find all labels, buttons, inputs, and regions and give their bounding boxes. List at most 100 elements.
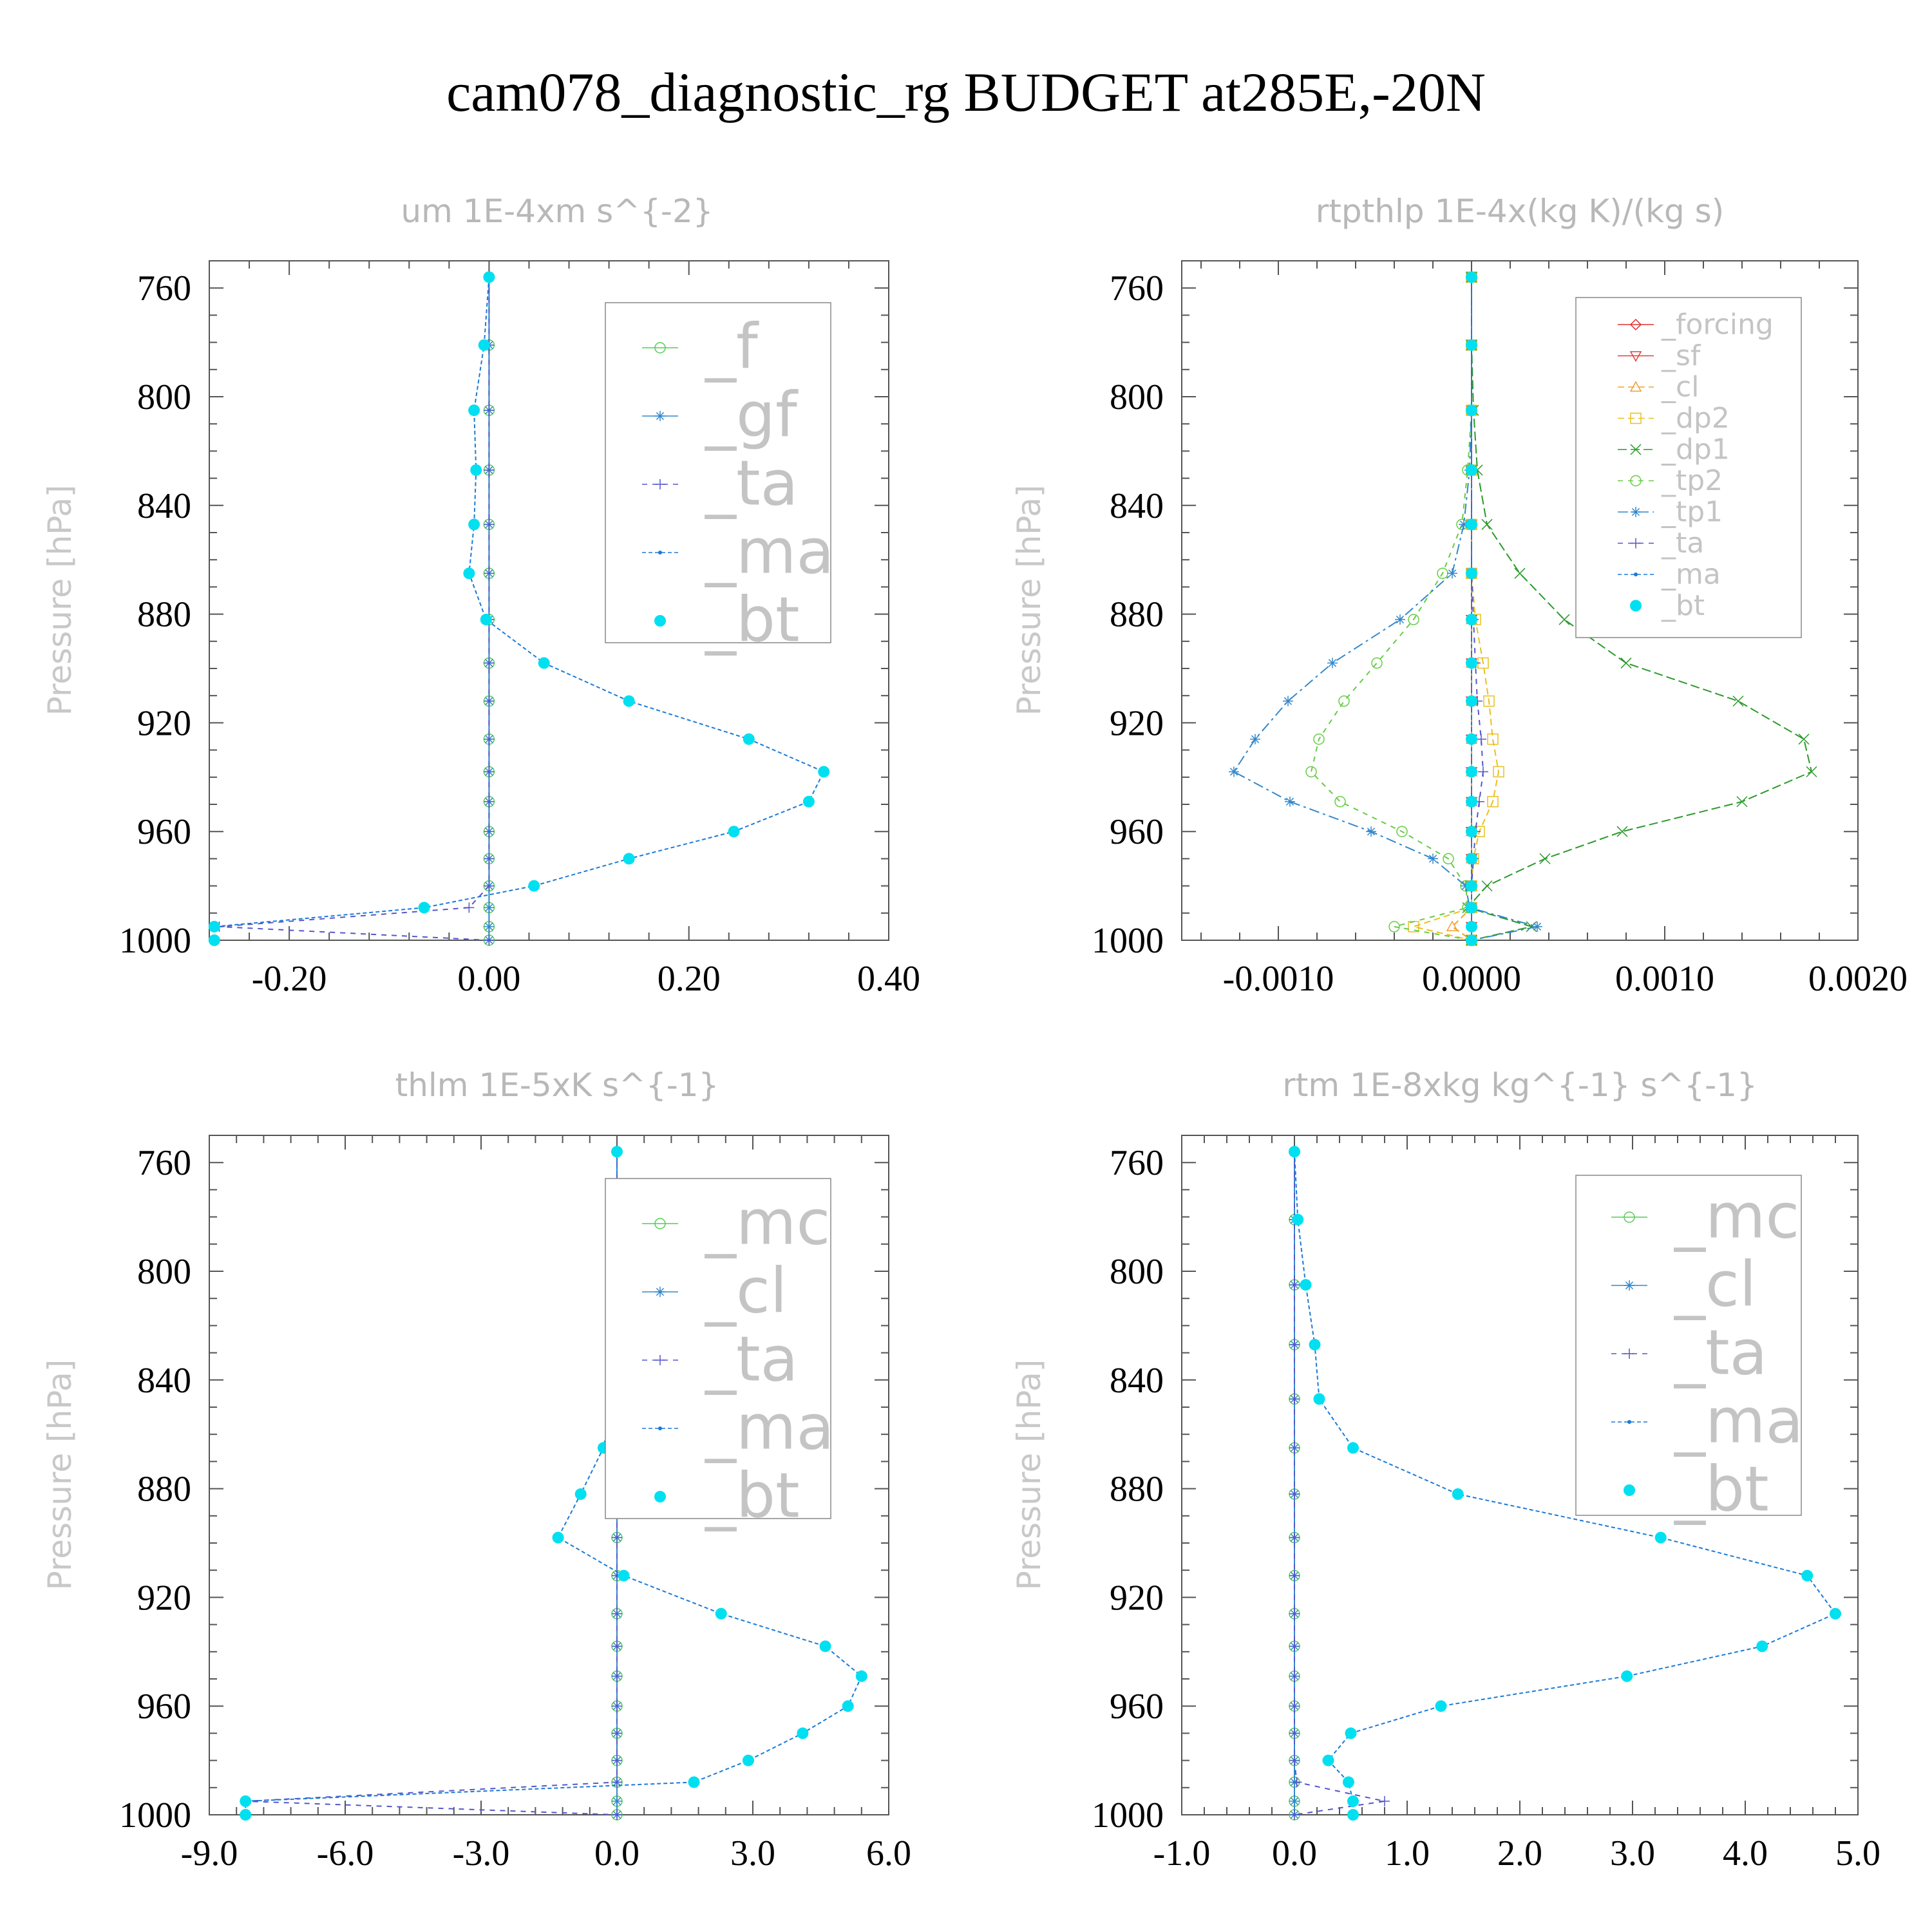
- series-tp1: [1229, 272, 1542, 945]
- x-tick-label: 0.00: [457, 959, 520, 999]
- data-point: [1334, 796, 1346, 808]
- legend-marker: [658, 551, 662, 554]
- data-point: [1289, 1671, 1300, 1681]
- legend-label: _ma: [705, 516, 834, 588]
- series-group: [1289, 1146, 1841, 1821]
- data-point: [1313, 1393, 1325, 1405]
- data-point: [1466, 695, 1477, 707]
- data-point: [1435, 1700, 1447, 1712]
- data-point: [1447, 568, 1457, 579]
- legend-marker: [1634, 573, 1638, 576]
- legend-item: _dp2: [1618, 402, 1730, 435]
- data-point: [1806, 766, 1817, 777]
- plot-frame: [209, 1135, 889, 1815]
- legend-marker: [1630, 412, 1642, 424]
- data-point: [1347, 1442, 1359, 1454]
- data-point: [1526, 921, 1537, 933]
- legend-marker: [1629, 381, 1642, 392]
- legend-marker: [1629, 351, 1642, 363]
- legend-item: _ma: [1618, 558, 1721, 591]
- data-point: [1466, 880, 1477, 892]
- legend-marker: [1631, 507, 1641, 517]
- legend-box: [605, 302, 831, 643]
- data-point: [1291, 1777, 1302, 1788]
- data-point: [1289, 1443, 1300, 1454]
- y-tick-label: 880: [137, 1470, 191, 1510]
- legend-marker: [655, 479, 665, 489]
- data-point: [1621, 1670, 1633, 1682]
- data-point: [1347, 1809, 1359, 1821]
- legend-marker: [1624, 1211, 1635, 1223]
- data-point: [1289, 1532, 1300, 1543]
- data-point: [240, 1795, 252, 1807]
- legend-label: _cl: [1661, 371, 1699, 404]
- x-tick-label: 3.0: [1610, 1833, 1655, 1873]
- legend-item: _cl: [642, 1255, 787, 1327]
- panel-title: um 1E-4xm s^{-2}: [401, 193, 713, 230]
- legend-label: _bt: [705, 1460, 800, 1532]
- legend-marker: [654, 615, 666, 627]
- y-tick-label: 880: [1110, 1470, 1164, 1510]
- panel-title: rtm 1E-8xkg kg^{-1} s^{-1}: [1282, 1066, 1757, 1104]
- legend-item: _mc: [1611, 1180, 1799, 1253]
- data-point: [1285, 796, 1295, 807]
- x-tick-label: 0.0: [1272, 1833, 1317, 1873]
- data-point: [612, 1701, 622, 1712]
- legend-label: _tp1: [1661, 496, 1723, 529]
- data-point: [484, 796, 495, 807]
- legend-item: _cl: [1611, 1249, 1756, 1321]
- legend-item: _forcing: [1618, 308, 1774, 341]
- data-point: [612, 1671, 622, 1681]
- data-point: [1347, 1795, 1359, 1807]
- data-point: [574, 1488, 587, 1501]
- series-ta: [240, 1146, 622, 1820]
- legend-item: _mc: [642, 1187, 830, 1259]
- legend-item: _ta: [1618, 527, 1704, 560]
- legend-label: _bt: [1661, 589, 1705, 622]
- y-tick-label: 800: [1110, 1252, 1164, 1292]
- legend: _f_gf_ta_ma_bt: [605, 302, 834, 656]
- x-tick-label: 6.0: [866, 1833, 911, 1873]
- data-point: [1620, 658, 1632, 669]
- data-point: [688, 1776, 700, 1788]
- data-point: [538, 657, 550, 669]
- legend-label: _ta: [705, 448, 798, 520]
- data-point: [1327, 658, 1338, 668]
- legend-marker: [1631, 538, 1641, 549]
- legend-box: [1575, 1175, 1802, 1516]
- legend-label: _bt: [705, 584, 800, 656]
- data-point: [1481, 518, 1493, 530]
- data-point: [1343, 1776, 1354, 1788]
- data-point: [1283, 696, 1293, 706]
- data-point: [743, 733, 755, 745]
- legend-marker: [1630, 600, 1642, 612]
- series-line: [1411, 277, 1500, 941]
- chart-panels: um 1E-4xm s^{-2} Pressure [hPa] 760 800 840 8…: [41, 193, 1908, 1873]
- data-point: [1756, 1640, 1768, 1653]
- y-tick-label: 920: [137, 1578, 191, 1618]
- legend-marker: [654, 342, 666, 354]
- data-point: [484, 935, 495, 945]
- data-point: [552, 1531, 564, 1544]
- legend-label: _f: [705, 311, 759, 383]
- chart-panel-2: rtpthlp 1E-4x(kg K)/(kg s) Pressure [hPa]…: [1010, 193, 1908, 999]
- data-point: [1616, 826, 1628, 837]
- data-point: [1396, 826, 1408, 837]
- y-tick-label: 960: [1110, 812, 1164, 852]
- legend-label: _mc: [705, 1187, 830, 1259]
- data-point: [484, 658, 495, 668]
- data-point: [1371, 657, 1383, 669]
- data-point: [1539, 853, 1551, 864]
- data-point: [463, 567, 475, 580]
- series-group: [208, 271, 830, 946]
- data-point: [728, 826, 740, 838]
- legend-item: _ma: [1611, 1385, 1803, 1457]
- series-dp2: [1408, 271, 1504, 946]
- legend-label: _ta: [1674, 1317, 1767, 1389]
- data-point: [478, 339, 490, 351]
- legend-item: _f: [642, 311, 759, 383]
- legend-item: _tp1: [1618, 496, 1723, 529]
- legend-marker: [655, 1355, 665, 1365]
- y-tick-label: 1000: [1092, 921, 1164, 961]
- legend-marker: [1627, 1420, 1631, 1424]
